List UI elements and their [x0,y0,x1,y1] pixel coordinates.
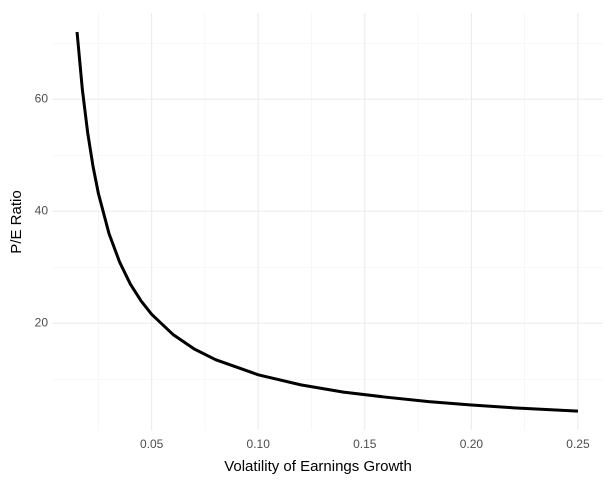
x-axis-title: Volatility of Earnings Growth [224,458,412,475]
x-tick-label: 0.20 [460,437,484,451]
y-tick-label: 40 [35,203,49,217]
x-tick-label: 0.10 [247,437,271,451]
x-tick-label: 0.15 [353,437,377,451]
x-tick-label: 0.25 [566,437,590,451]
line [75,31,579,413]
x-tick-label: 0.05 [140,437,164,451]
y-axis-title: P/E Ratio [8,190,25,253]
y-tick-label: 20 [35,315,49,329]
y-tick-label: 60 [35,91,49,105]
